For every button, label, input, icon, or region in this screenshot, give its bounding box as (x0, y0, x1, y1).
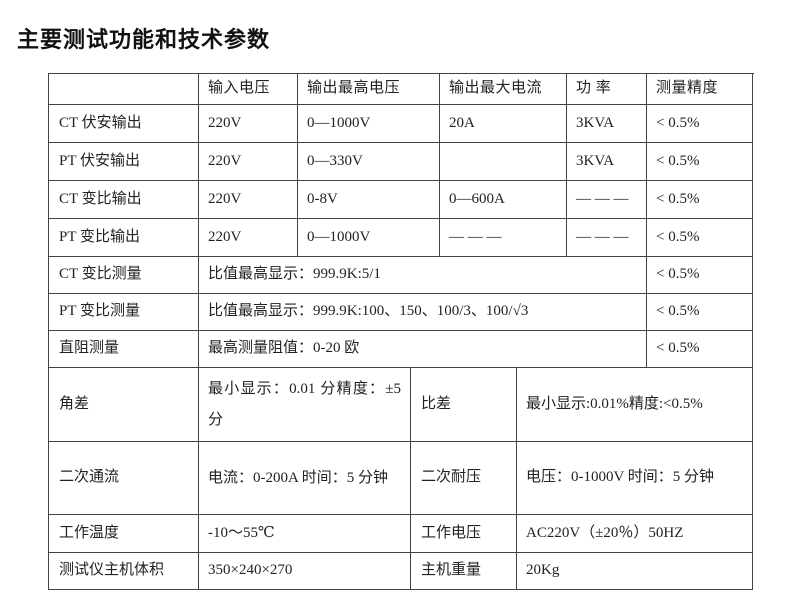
value-main-unit-dimensions: 350×240×270 (199, 553, 411, 590)
value-input-voltage: 220V (199, 105, 298, 143)
value-max-output-voltage: 0—1000V (298, 219, 440, 257)
row-label-main-unit-weight: 主机重量 (411, 553, 517, 590)
row-label-operating-voltage: 工作电压 (411, 515, 517, 553)
header-cell-accuracy: 测量精度 (647, 74, 753, 105)
page-title: 主要测试功能和技术参数 (17, 27, 271, 52)
row-label-pt-volt-ampere-output: PT 伏安输出 (49, 143, 199, 181)
row-label-operating-temperature: 工作温度 (49, 515, 199, 553)
value-accuracy: < 0.5% (647, 219, 753, 257)
header-cell-power: 功 率 (567, 74, 647, 105)
value-input-voltage: 220V (199, 181, 298, 219)
row-label-ratio-error: 比差 (411, 368, 517, 442)
value-input-voltage: 220V (199, 143, 298, 181)
value-accuracy: < 0.5% (647, 105, 753, 143)
header-cell-empty (49, 74, 199, 105)
value-operating-voltage: AC220V（±20％）50HZ (517, 515, 753, 553)
value-pt-ratio-max-display: 比值最高显示：999.9K:100、150、100/3、100/√3 (199, 294, 647, 331)
header-cell-max-output-current: 输出最大电流 (440, 74, 567, 105)
value-power: 3KVA (567, 105, 647, 143)
value-power: 3KVA (567, 143, 647, 181)
value-max-output-voltage: 0—330V (298, 143, 440, 181)
row-label-main-unit-dimensions: 测试仪主机体积 (49, 553, 199, 590)
row-label-secondary-current: 二次通流 (49, 442, 199, 515)
header-cell-input-voltage: 输入电压 (199, 74, 298, 105)
value-ratio-error: 最小显示:0.01%精度:<0.5% (517, 368, 753, 442)
value-max-output-current: 20A (440, 105, 567, 143)
row-label-ct-ratio-output: CT 变比输出 (49, 181, 199, 219)
value-accuracy: < 0.5% (647, 181, 753, 219)
value-main-unit-weight: 20Kg (517, 553, 753, 590)
value-max-output-current: 0—600A (440, 181, 567, 219)
value-accuracy: < 0.5% (647, 257, 753, 294)
value-accuracy: < 0.5% (647, 143, 753, 181)
value-power: — — — (567, 219, 647, 257)
value-input-voltage: 220V (199, 219, 298, 257)
value-secondary-current: 电流：0-200A 时间：5 分钟 (199, 442, 411, 515)
value-ct-ratio-max-display: 比值最高显示：999.9K:5/1 (199, 257, 647, 294)
value-max-output-voltage: 0-8V (298, 181, 440, 219)
value-max-resistance-range: 最高测量阻值：0-20 欧 (199, 331, 647, 368)
row-label-ct-ratio-measurement: CT 变比测量 (49, 257, 199, 294)
row-label-secondary-withstand-voltage: 二次耐压 (411, 442, 517, 515)
value-max-output-current: — — — (440, 219, 567, 257)
row-label-ct-volt-ampere-output: CT 伏安输出 (49, 105, 199, 143)
row-label-pt-ratio-measurement: PT 变比测量 (49, 294, 199, 331)
value-operating-temperature: -10～55℃ (199, 515, 411, 553)
row-label-pt-ratio-output: PT 变比输出 (49, 219, 199, 257)
value-power: — — — (567, 181, 647, 219)
value-secondary-withstand-voltage: 电压：0-1000V 时间：5 分钟 (517, 442, 753, 515)
value-accuracy: < 0.5% (647, 331, 753, 368)
value-max-output-current (440, 143, 567, 181)
value-angle-error: 最小显示：0.01 分精度：±5 分 (199, 368, 411, 442)
value-max-output-voltage: 0—1000V (298, 105, 440, 143)
header-cell-max-output-voltage: 输出最高电压 (298, 74, 440, 105)
spec-table-upper-section: 输入电压 输出最高电压 输出最大电流 功 率 测量精度 CT 伏安输出 220V… (49, 74, 754, 368)
row-label-angle-error: 角差 (49, 368, 199, 442)
row-label-dc-resistance-measurement: 直阻测量 (49, 331, 199, 368)
spec-table-lower-section: 角差 最小显示：0.01 分精度：±5 分 比差 最小显示:0.01%精度:<0… (49, 368, 754, 590)
spec-table: 输入电压 输出最高电压 输出最大电流 功 率 测量精度 CT 伏安输出 220V… (48, 73, 754, 590)
value-accuracy: < 0.5% (647, 294, 753, 331)
